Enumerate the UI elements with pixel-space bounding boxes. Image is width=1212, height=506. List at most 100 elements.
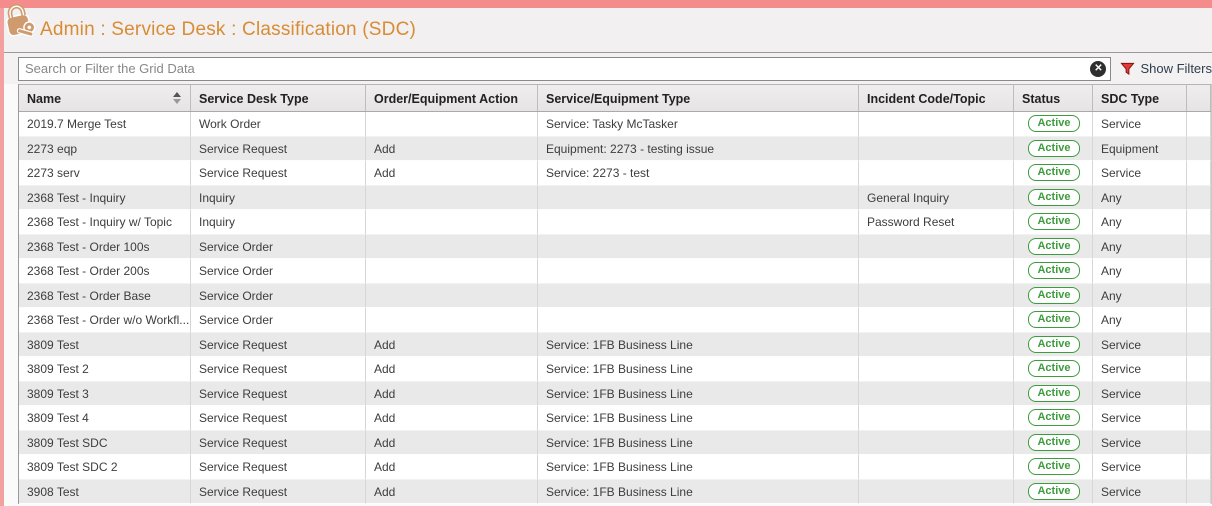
cell-service-equipment-type: Service: 1FB Business Line (538, 479, 859, 504)
cell-service-equipment-type (538, 210, 859, 235)
table-row[interactable]: 3809 Test SDC 2 Service Request Add Service… (19, 455, 1211, 480)
column-header-service-desk-type[interactable]: Service Desk Type (191, 85, 366, 111)
cell-name: 2368 Test - Order 200s (19, 259, 191, 284)
sort-icon[interactable] (173, 92, 182, 104)
cell-filler (1187, 455, 1211, 480)
column-header-incident-code-topic[interactable]: Incident Code/Topic (859, 85, 1014, 111)
table-row[interactable]: 3809 Test Service Request Add Service: 1FB … (19, 332, 1211, 357)
cell-sdc-type: Any (1093, 210, 1187, 235)
table-header-row: Name Service Desk Type Order/Equipment Act… (19, 84, 1211, 112)
cell-sdc-type: Service (1093, 332, 1187, 357)
cell-status: Active (1014, 259, 1093, 284)
cell-filler (1187, 381, 1211, 406)
status-badge: Active (1028, 286, 1080, 304)
cell-order-equipment-action (366, 259, 538, 284)
cell-sdc-type: Equipment (1093, 136, 1187, 161)
cell-order-equipment-action (366, 234, 538, 259)
table-row[interactable]: 2368 Test - Order Base Service Order Activ… (19, 283, 1211, 308)
table-row[interactable]: 2273 serv Service Request Add Service: 2273… (19, 161, 1211, 186)
cell-sdc-type: Any (1093, 283, 1187, 308)
column-header-order-equipment-action[interactable]: Order/Equipment Action (366, 85, 538, 111)
cell-status: Active (1014, 185, 1093, 210)
column-header-sdc-type[interactable]: SDC Type (1093, 85, 1187, 111)
cell-service-desk-type: Service Request (191, 479, 366, 504)
cell-name: 2368 Test - Inquiry w/ Topic (19, 210, 191, 235)
cell-status: Active (1014, 332, 1093, 357)
lock-and-key-icon (6, 3, 36, 37)
cell-service-equipment-type (538, 234, 859, 259)
cell-status: Active (1014, 357, 1093, 382)
cell-filler (1187, 357, 1211, 382)
cell-filler (1187, 234, 1211, 259)
cell-service-desk-type: Service Request (191, 136, 366, 161)
column-header-status[interactable]: Status (1014, 85, 1093, 111)
column-header-label: Service Desk Type (199, 92, 309, 106)
status-badge: Active (1028, 409, 1080, 426)
cell-incident-code-topic (859, 406, 1014, 431)
cell-filler (1187, 430, 1211, 455)
cell-service-desk-type: Service Order (191, 234, 366, 259)
cell-incident-code-topic (859, 234, 1014, 259)
status-badge: Active (1028, 164, 1080, 181)
cell-filler (1187, 283, 1211, 308)
table-row[interactable]: 2368 Test - Order w/o Workfl... Service O… (19, 308, 1211, 333)
cell-filler (1187, 259, 1211, 284)
cell-status: Active (1014, 136, 1093, 161)
cell-incident-code-topic (859, 283, 1014, 308)
status-badge: Active (1028, 360, 1080, 377)
top-accent-bar (0, 0, 1212, 8)
cell-status: Active (1014, 112, 1093, 137)
column-header-service-equipment-type[interactable]: Service/Equipment Type (538, 85, 859, 111)
cell-sdc-type: Service (1093, 479, 1187, 504)
table-row[interactable]: 2368 Test - Order 200s Service Order Activ… (19, 259, 1211, 284)
cell-filler (1187, 136, 1211, 161)
cell-service-equipment-type (538, 185, 859, 210)
status-badge: Active (1028, 458, 1080, 475)
clear-search-icon[interactable]: ✕ (1090, 60, 1107, 77)
grid-toolbar: ✕ Show Filters (0, 52, 1212, 84)
table-row[interactable]: 2273 eqp Service Request Add Equipment: 227… (19, 136, 1211, 161)
status-badge: Active (1028, 335, 1080, 353)
data-grid: Name Service Desk Type Order/Equipment Act… (18, 84, 1212, 504)
cell-incident-code-topic (859, 308, 1014, 333)
table-row[interactable]: 2368 Test - Inquiry w/ Topic Inquiry Passw… (19, 210, 1211, 235)
cell-sdc-type: Any (1093, 185, 1187, 210)
column-header-label: Service/Equipment Type (546, 92, 691, 106)
cell-service-desk-type: Work Order (191, 112, 366, 137)
cell-incident-code-topic (859, 430, 1014, 455)
page-header: Admin : Service Desk : Classification (S… (0, 3, 1212, 52)
table-row[interactable]: 3908 Test Service Request Add Service: 1FB … (19, 479, 1211, 504)
table-row[interactable]: 3809 Test 2 Service Request Add Service: 1F… (19, 357, 1211, 382)
cell-incident-code-topic (859, 259, 1014, 284)
column-header-label: Status (1022, 92, 1061, 106)
cell-sdc-type: Service (1093, 406, 1187, 431)
table-row[interactable]: 3809 Test 3 Service Request Add Service: 1F… (19, 381, 1211, 406)
cell-service-equipment-type (538, 259, 859, 284)
cell-service-desk-type: Inquiry (191, 210, 366, 235)
cell-service-equipment-type: Equipment: 2273 - testing issue (538, 136, 859, 161)
cell-incident-code-topic (859, 136, 1014, 161)
search-input[interactable] (18, 56, 1112, 81)
cell-status: Active (1014, 381, 1093, 406)
table-row[interactable]: 2368 Test - Order 100s Service Order Activ… (19, 234, 1211, 259)
table-row[interactable]: 3809 Test SDC Service Request Add Service: … (19, 430, 1211, 455)
cell-sdc-type: Service (1093, 381, 1187, 406)
column-header-label: Incident Code/Topic (867, 92, 986, 106)
column-header-label: SDC Type (1101, 92, 1160, 106)
table-row[interactable]: 3809 Test 4 Service Request Add Service: 1F… (19, 406, 1211, 431)
cell-order-equipment-action: Add (366, 406, 538, 431)
cell-sdc-type: Service (1093, 161, 1187, 186)
cell-service-equipment-type: Service: 1FB Business Line (538, 430, 859, 455)
table-row[interactable]: 2368 Test - Inquiry Inquiry General Inquir… (19, 185, 1211, 210)
cell-service-equipment-type: Service: 2273 - test (538, 161, 859, 186)
status-badge: Active (1028, 311, 1080, 328)
column-header-name[interactable]: Name (19, 85, 191, 111)
show-filters-button[interactable]: Show Filters (1120, 61, 1212, 76)
cell-service-desk-type: Service Order (191, 283, 366, 308)
cell-order-equipment-action (366, 308, 538, 333)
table-row[interactable]: 2019.7 Merge Test Work Order Service: Task… (19, 112, 1211, 137)
cell-sdc-type: Any (1093, 234, 1187, 259)
cell-order-equipment-action: Add (366, 136, 538, 161)
cell-incident-code-topic: Password Reset (859, 210, 1014, 235)
status-badge: Active (1028, 115, 1080, 132)
